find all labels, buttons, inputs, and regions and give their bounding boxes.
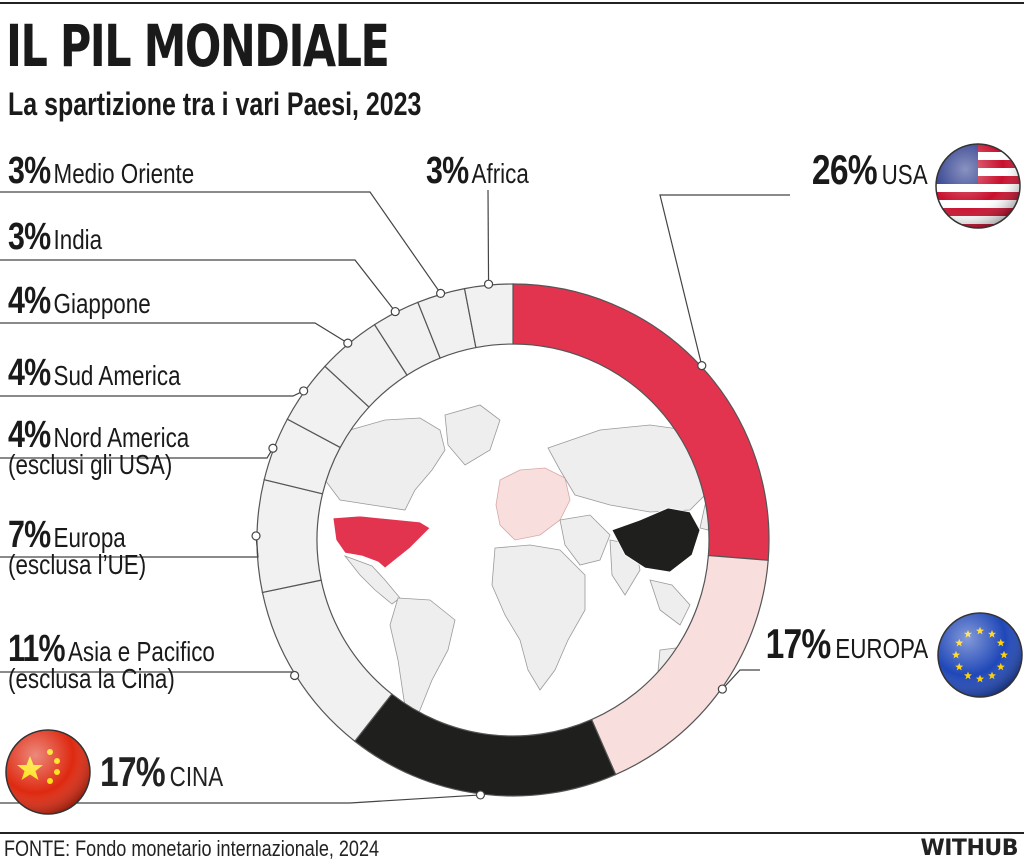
- label-asia-pacifico: 11% Asia e Pacifico (esclusa la Cina): [8, 628, 215, 694]
- map-asia: [547, 424, 709, 513]
- slice-europa-esclusa-l-ue: [256, 478, 324, 594]
- leader-line-giappone: [0, 322, 349, 344]
- leader-dot-cina: [475, 790, 486, 800]
- map-usa: [332, 515, 431, 569]
- chart-title: IL PIL MONDIALE: [6, 12, 390, 80]
- eu-flag-icon: [938, 613, 1022, 697]
- leader-dot-usa: [697, 361, 707, 371]
- leader-line-europa-esclusa-l-ue: [0, 535, 259, 558]
- footer-rule: [0, 832, 1024, 834]
- label-nord-america: 4% Nord America (esclusi gli USA): [8, 414, 190, 480]
- map-africa: [491, 544, 586, 691]
- leader-dot-medio-oriente: [435, 288, 446, 299]
- leader-dot-india: [390, 306, 400, 317]
- source-note: FONTE: Fondo monetario internazionale, 2…: [4, 836, 380, 861]
- leader-line-africa: [487, 189, 490, 285]
- map-japan: [699, 504, 709, 531]
- leader-dot-europa-esclusa-l-ue: [251, 531, 261, 541]
- label-giappone: 4% Giappone: [8, 280, 151, 322]
- map-north-america: [324, 417, 446, 511]
- leader-line-cina: [0, 794, 481, 804]
- map-greenland: [444, 404, 501, 466]
- leader-line-europa: [721, 669, 760, 690]
- china-flag-icon: [6, 730, 90, 814]
- label-sud-america: 4% Sud America: [8, 352, 181, 394]
- slice-africa: [463, 283, 514, 349]
- world-map: [324, 404, 709, 732]
- leader-dot-nord-america: [268, 443, 278, 453]
- map-central-america: [343, 555, 401, 605]
- top-rule: [0, 2, 1024, 4]
- chart-subtitle: La spartizione tra i vari Paesi, 2023: [8, 86, 422, 122]
- label-medio-oriente: 3% Medio Oriente: [8, 150, 195, 192]
- usa-flag-icon: [936, 144, 1020, 228]
- label-cina: 17% CINA: [100, 748, 224, 795]
- leader-dot-europa: [717, 684, 727, 694]
- leader-dot-giappone: [343, 338, 353, 348]
- label-usa: 26% USA: [812, 146, 928, 193]
- label-africa: 3% Africa: [426, 150, 529, 192]
- map-middle-east: [559, 514, 611, 566]
- leader-dot-asia-e-pacifico: [290, 670, 300, 681]
- label-europa-extra-ue: 7% Europa (esclusa l’UE): [8, 514, 147, 580]
- brand-logo: WITHUB: [920, 836, 1018, 861]
- label-europa: 17% EUROPA: [765, 620, 928, 667]
- label-india: 3% India: [8, 216, 103, 258]
- map-se-asia: [649, 579, 691, 626]
- map-south-america: [389, 597, 456, 732]
- leader-line-usa: [659, 194, 790, 366]
- leader-dot-sud-america: [299, 386, 309, 396]
- leader-line-india: [0, 259, 396, 312]
- map-china: [611, 507, 701, 573]
- leader-dot-africa: [483, 279, 494, 289]
- leader-line-medio-oriente: [0, 191, 442, 294]
